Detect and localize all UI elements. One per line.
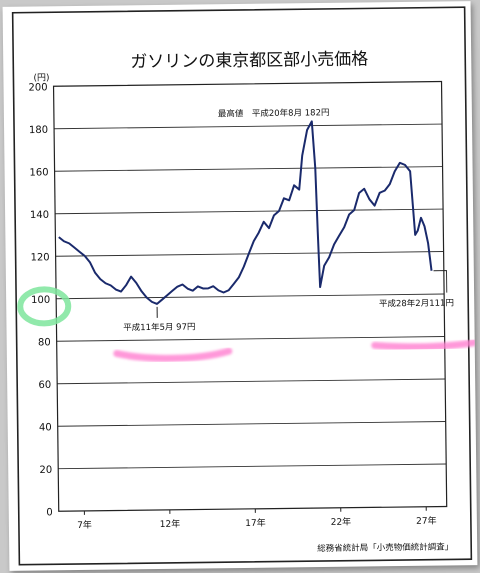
annotation-label: 最高値 平成20年8月 182円 <box>218 107 330 119</box>
chart-title: ガソリンの東京都区部小売価格 <box>130 49 368 72</box>
pink-underline-left <box>113 347 233 362</box>
gridline-y <box>58 463 447 470</box>
y-tick-label: 160 <box>29 167 48 178</box>
gridline-y <box>57 378 446 385</box>
y-tick-label: 200 <box>28 82 47 93</box>
y-axis-unit: (円) <box>33 72 49 83</box>
pink-underline-right <box>371 338 478 351</box>
x-tick-label: 12年 <box>160 518 181 530</box>
y-tick-label: 180 <box>29 125 48 136</box>
annotation-label: 平成11年5月 97円 <box>123 321 195 333</box>
y-tick-label: 80 <box>38 337 51 348</box>
y-tick-label: 120 <box>30 252 49 263</box>
gridlines <box>54 123 447 470</box>
gridline-y <box>56 336 445 342</box>
y-tick-label: 140 <box>30 210 49 221</box>
y-tick-label: 60 <box>38 380 51 391</box>
gridline-y <box>55 208 444 215</box>
x-tick-labels: 7年 12年 17年 22年 27年 <box>77 506 437 531</box>
gridline-y <box>54 123 443 130</box>
annotation-leader <box>433 270 448 293</box>
plot-frame <box>52 80 448 512</box>
series-line <box>58 120 433 305</box>
gridline-y <box>54 166 443 172</box>
x-tick-label: 7年 <box>77 519 92 531</box>
x-tick-label: 27年 <box>416 515 437 527</box>
y-tick-label: 100 <box>31 295 50 306</box>
gridline-y <box>57 421 446 427</box>
line-chart: ガソリンの東京都区部小売価格 (円) 0 20 40 60 80 100 120 140 160… <box>11 6 478 566</box>
y-tick-label: 40 <box>39 422 52 433</box>
gridline-y <box>56 293 445 300</box>
outer-frame <box>11 6 473 566</box>
y-tick-label: 20 <box>39 465 52 476</box>
series-lines <box>58 120 433 305</box>
x-tick-label: 17年 <box>245 517 266 529</box>
source-note: 総務省統計局「小売物価統計調査」 <box>317 541 453 554</box>
annotation-label: 平成28年2月111円 <box>379 298 454 310</box>
y-tick-label: 0 <box>46 507 53 518</box>
green-highlight-circle <box>17 286 72 327</box>
x-tick-label: 22年 <box>331 516 352 528</box>
y-tick-labels: 0 20 40 60 80 100 120 140 160 180 200 <box>28 82 52 518</box>
